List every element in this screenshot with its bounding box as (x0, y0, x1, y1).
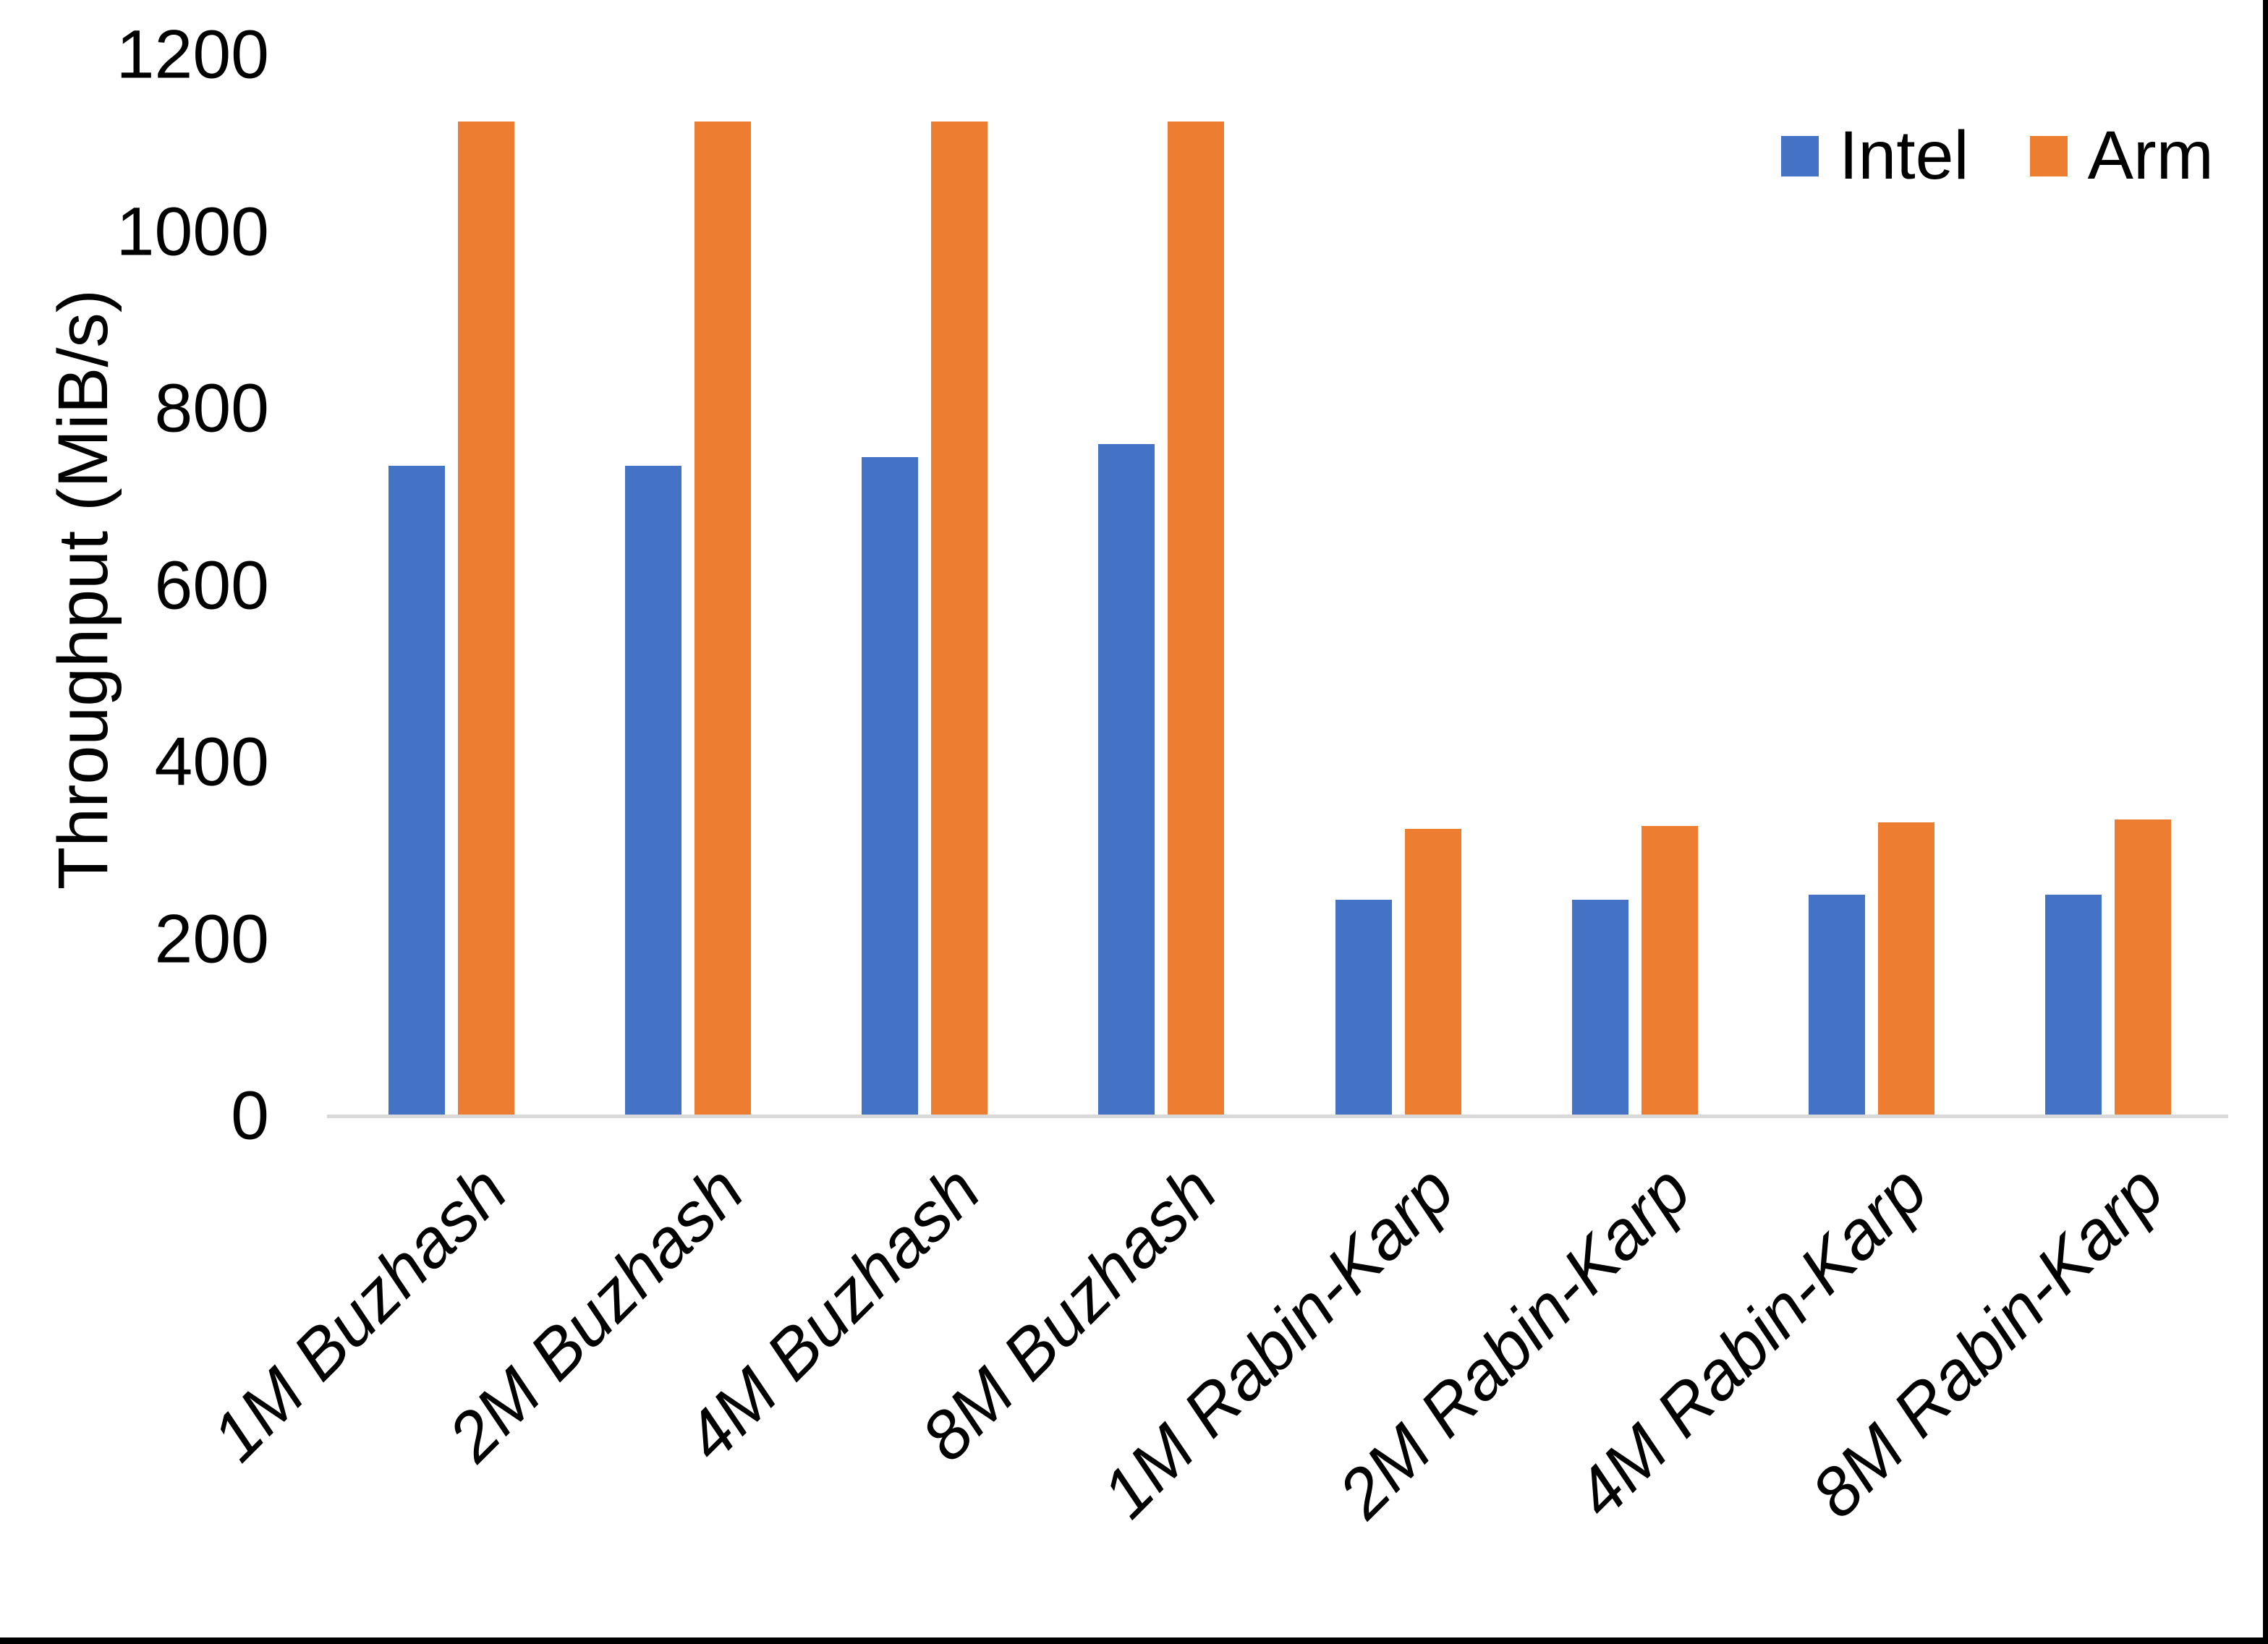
intel-bar-8m-buzhash (1098, 443, 1155, 1116)
intel-bar-2m-rabin-karp (1571, 899, 1628, 1116)
bar-group-8 (1990, 55, 2227, 1116)
bar-group-1 (333, 55, 569, 1116)
arm-bar-8m-rabin-karp (2115, 819, 2172, 1116)
arm-bar-1m-rabin-karp (1404, 828, 1461, 1116)
bars-area (333, 55, 2227, 1116)
plot-area (333, 55, 2227, 1116)
bar-group-6 (1516, 55, 1753, 1116)
arm-bar-4m-rabin-karp (1878, 822, 1935, 1116)
y-tick-label: 800 (154, 370, 269, 447)
legend-label-arm: Arm (2087, 117, 2214, 194)
intel-swatch-icon (1781, 135, 1819, 176)
window-edge-right (2263, 0, 2268, 1644)
bar-group-7 (1754, 55, 1990, 1116)
intel-bar-8m-rabin-karp (2045, 895, 2102, 1116)
arm-bar-2m-buzhash (694, 121, 751, 1116)
intel-bar-4m-buzhash (862, 457, 919, 1116)
window-edge-bottom (0, 1637, 2268, 1644)
bar-group-2 (569, 55, 806, 1116)
x-axis-line (327, 1115, 2228, 1118)
legend-label-intel: Intel (1839, 117, 1969, 194)
legend-item-arm: Arm (2029, 117, 2214, 194)
y-tick-label: 200 (154, 900, 269, 977)
y-tick-label: 600 (154, 547, 269, 623)
arm-bar-8m-buzhash (1168, 121, 1225, 1116)
bar-group-5 (1280, 55, 1516, 1116)
y-tick-label: 1200 (116, 16, 269, 93)
intel-bar-1m-buzhash (388, 466, 445, 1116)
arm-bar-1m-buzhash (457, 121, 514, 1116)
y-tick-label: 1000 (116, 193, 269, 270)
arm-bar-2m-rabin-karp (1641, 826, 1698, 1116)
intel-bar-4m-rabin-karp (1809, 895, 1866, 1116)
intel-bar-1m-rabin-karp (1335, 899, 1392, 1116)
bar-group-3 (807, 55, 1043, 1116)
arm-bar-4m-buzhash (931, 121, 988, 1116)
legend-item-intel: Intel (1781, 122, 1969, 190)
legend: Intel Arm (1781, 122, 2214, 190)
y-tick-label: 0 (231, 1077, 269, 1154)
intel-bar-2m-buzhash (624, 466, 681, 1116)
bar-group-4 (1043, 55, 1280, 1116)
y-tick-label: 400 (154, 723, 269, 801)
arm-swatch-icon (2029, 135, 2068, 176)
